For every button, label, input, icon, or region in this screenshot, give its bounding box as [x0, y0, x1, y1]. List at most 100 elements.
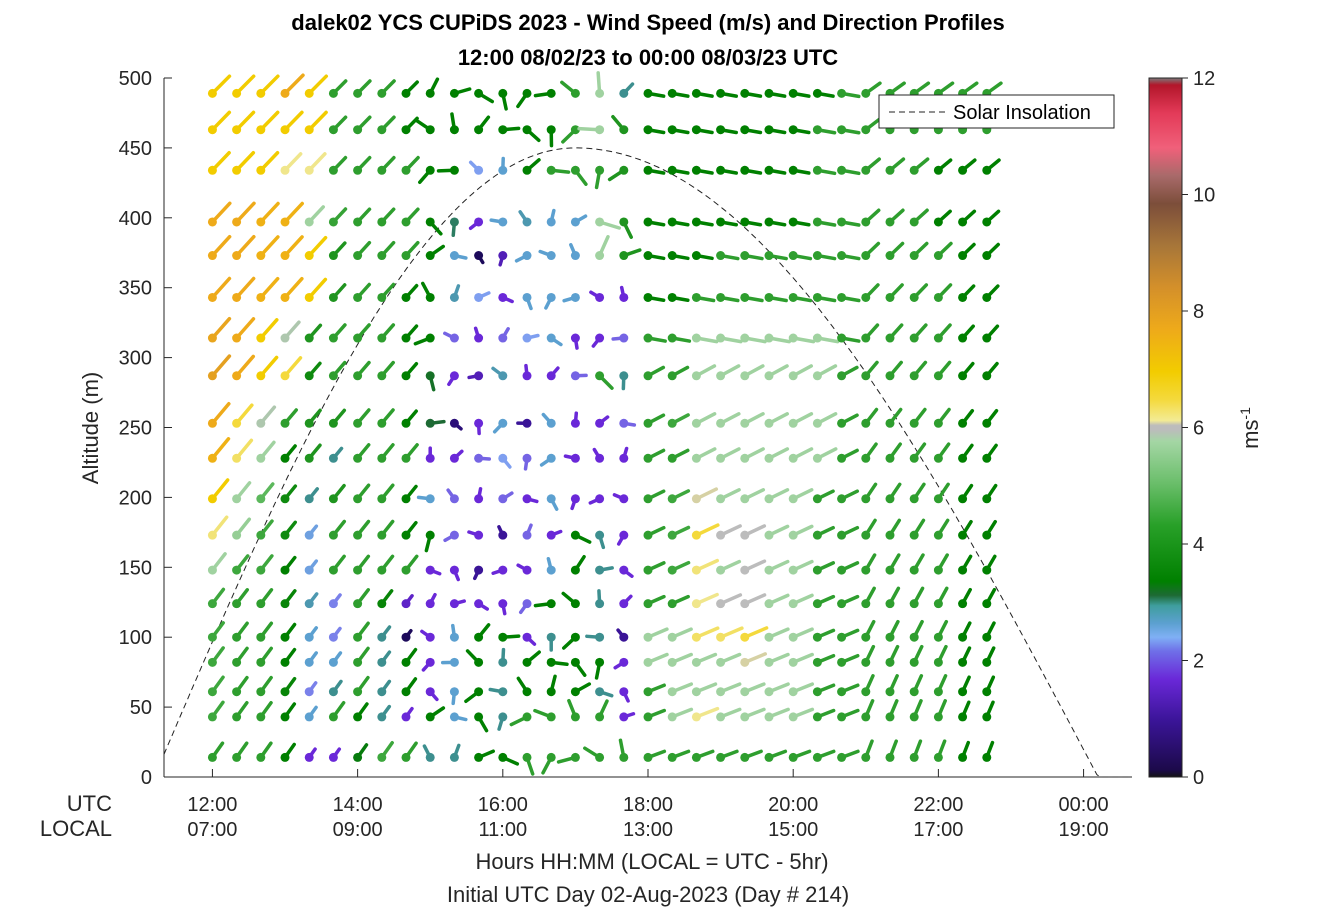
- wind-barb: [933, 699, 947, 722]
- wind-barb: [304, 524, 319, 540]
- wind-barb-dot: [401, 712, 411, 722]
- wind-barb-dot: [667, 712, 677, 722]
- wind-barb-dot: [643, 752, 653, 762]
- wind-barb-dot: [837, 530, 847, 540]
- wind-barb-dot: [788, 453, 798, 463]
- wind-barb: [304, 626, 319, 642]
- wind-barb: [958, 324, 975, 343]
- wind-barb-dot: [256, 165, 266, 175]
- wind-barb: [304, 235, 328, 261]
- wind-barb-dot: [449, 494, 459, 504]
- wind-barb-dot: [716, 599, 726, 609]
- wind-barb-dot: [570, 165, 580, 175]
- wind-barb: [958, 740, 971, 762]
- wind-barb: [328, 519, 347, 540]
- legend-entry-solar: Solar Insolation: [953, 102, 1091, 124]
- wind-barb-dot: [256, 657, 266, 667]
- wind-barb: [613, 657, 629, 670]
- wind-barb: [522, 292, 533, 311]
- wind-barb: [328, 701, 346, 722]
- wind-barb-dot: [328, 371, 338, 381]
- wind-barb-dot: [232, 752, 242, 762]
- wind-barb: [401, 677, 418, 697]
- wind-barb: [541, 412, 556, 428]
- wind-barb: [401, 240, 420, 261]
- wind-barb: [232, 317, 256, 343]
- x-tick-label-utc: 16:00: [478, 794, 528, 816]
- wind-barb: [837, 683, 860, 697]
- wind-barb-dot: [861, 165, 871, 175]
- wind-barb-dot: [861, 453, 871, 463]
- wind-barb-dot: [691, 565, 701, 575]
- wind-barb-dot: [256, 530, 266, 540]
- wind-barb-dot: [280, 418, 290, 428]
- wind-barb: [788, 559, 814, 575]
- wind-barb: [546, 674, 557, 697]
- wind-barb: [764, 364, 789, 381]
- wind-barb: [591, 333, 605, 348]
- wind-barb-dot: [861, 494, 871, 504]
- wind-barb: [764, 125, 787, 135]
- wind-barb: [377, 282, 396, 302]
- wind-barb-dot: [667, 251, 677, 261]
- wind-barb: [232, 110, 256, 135]
- wind-barb-dot: [933, 494, 943, 504]
- wind-barb-dot: [353, 712, 363, 722]
- wind-barb: [740, 412, 765, 428]
- wind-barb: [837, 489, 860, 504]
- wind-barb-dot: [425, 687, 435, 697]
- wind-barb: [812, 749, 836, 762]
- wind-barb: [473, 326, 484, 343]
- wind-barb: [522, 650, 541, 667]
- wind-barb-dot: [667, 125, 677, 135]
- wind-barb-dot: [377, 165, 387, 175]
- wind-barb-dot: [619, 125, 629, 135]
- wind-barb-dot: [232, 292, 242, 302]
- wind-barb: [377, 115, 396, 135]
- wind-barb: [304, 681, 318, 697]
- wind-barb: [514, 251, 532, 263]
- wind-barb-dot: [353, 599, 363, 609]
- wind-barb: [328, 241, 347, 261]
- y-tick-label: 50: [130, 697, 152, 719]
- wind-barb-dot: [595, 657, 605, 667]
- wind-barb-dot: [207, 292, 217, 302]
- wind-barb: [570, 214, 588, 227]
- wind-barb-dot: [377, 494, 387, 504]
- wind-barb-dot: [595, 251, 605, 261]
- wind-barb-dot: [207, 657, 217, 667]
- wind-barb: [667, 165, 690, 175]
- wind-barb-dot: [716, 752, 726, 762]
- wind-barb: [498, 251, 508, 267]
- wind-barb: [885, 283, 904, 302]
- wind-barb-dot: [933, 752, 943, 762]
- wind-barb-dot: [280, 712, 290, 722]
- wind-barb-dot: [498, 599, 508, 609]
- wind-barb-dot: [667, 565, 677, 575]
- wind-barb-dot: [304, 687, 314, 697]
- wind-barb-dot: [812, 565, 822, 575]
- wind-barb: [691, 217, 714, 227]
- wind-barb-dot: [304, 251, 314, 261]
- wind-barb: [562, 632, 580, 650]
- wind-barb: [522, 333, 540, 343]
- wind-barb: [518, 210, 532, 227]
- wind-barb-dot: [474, 752, 484, 762]
- wind-barb-dot: [546, 494, 556, 504]
- x-tick-label-local: 15:00: [768, 819, 818, 841]
- wind-barb-dot: [643, 251, 653, 261]
- wind-barb-dot: [619, 712, 629, 722]
- wind-barb: [401, 207, 420, 227]
- wind-barb-dot: [353, 165, 363, 175]
- wind-barb: [643, 251, 666, 261]
- wind-barb: [415, 119, 435, 135]
- wind-barb: [643, 489, 666, 504]
- wind-barb: [280, 356, 303, 381]
- wind-barb: [788, 165, 811, 175]
- wind-barb: [546, 208, 556, 227]
- wind-barb-dot: [788, 251, 798, 261]
- wind-barb-dot: [474, 217, 484, 227]
- wind-barb-dot: [401, 657, 411, 667]
- x-ticks: 12:00 07:00 14:00 09:00 16:00 11:00 18:00 13:00…: [187, 769, 1109, 841]
- wind-barb-dot: [933, 565, 943, 575]
